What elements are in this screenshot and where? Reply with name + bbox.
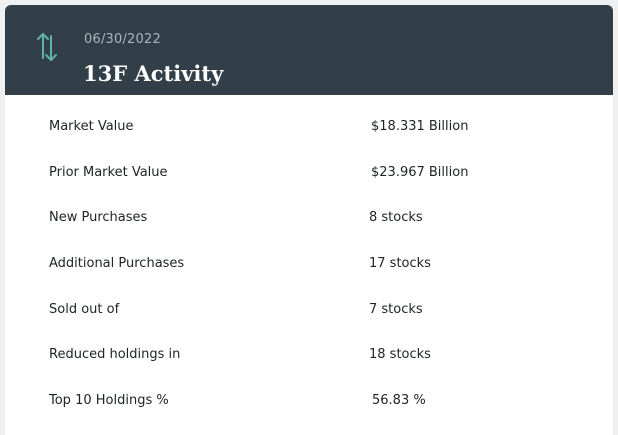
row-additional-purchases: Additional Purchases 17 stocks — [5, 252, 613, 276]
row-label: Prior Market Value — [49, 165, 168, 180]
row-value: 56.83 % — [372, 393, 426, 408]
activity-card: 06/30/2022 13F Activity Market Value $18… — [5, 5, 613, 435]
row-label: Additional Purchases — [49, 256, 185, 271]
row-prior-market-value: Prior Market Value $23.967 Billion — [5, 161, 613, 185]
row-value: 18 stocks — [369, 347, 431, 362]
row-value: $23.967 Billion — [371, 165, 469, 180]
row-sold-out-of: Sold out of 7 stocks — [5, 298, 613, 322]
row-label: Reduced holdings in — [49, 347, 181, 362]
row-value: 17 stocks — [369, 256, 431, 271]
row-top10-holdings: Top 10 Holdings % 56.83 % — [5, 389, 613, 413]
card-header: 06/30/2022 13F Activity — [5, 5, 613, 95]
card-title: 13F Activity — [83, 61, 224, 86]
row-label: New Purchases — [49, 210, 148, 225]
row-value: 7 stocks — [369, 302, 423, 317]
row-label: Market Value — [49, 119, 134, 134]
row-reduced-holdings: Reduced holdings in 18 stocks — [5, 343, 613, 367]
row-value: $18.331 Billion — [371, 119, 469, 134]
swap-vertical-icon — [37, 33, 57, 61]
row-new-purchases: New Purchases 8 stocks — [5, 206, 613, 230]
report-date: 06/30/2022 — [84, 32, 161, 47]
row-value: 8 stocks — [369, 210, 423, 225]
row-market-value: Market Value $18.331 Billion — [5, 115, 613, 139]
row-label: Sold out of — [49, 302, 120, 317]
row-label: Top 10 Holdings % — [49, 393, 169, 408]
